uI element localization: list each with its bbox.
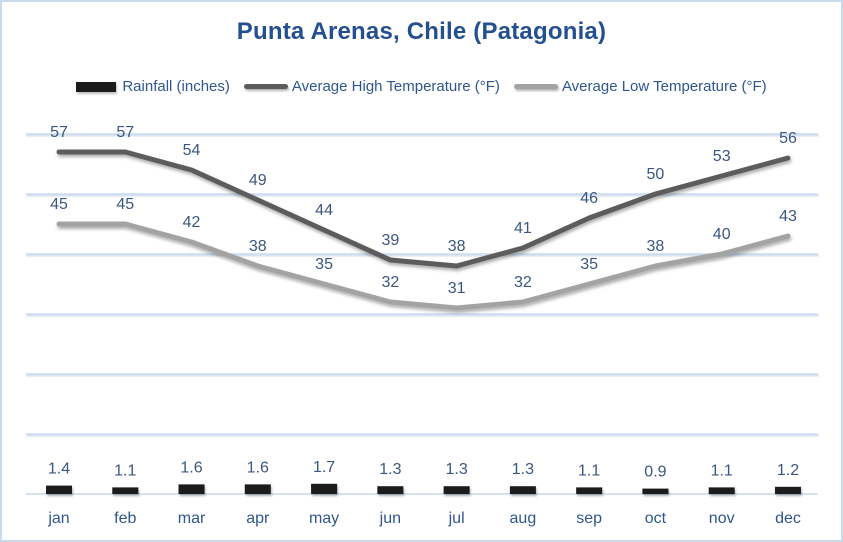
low-temp-line — [56, 221, 791, 311]
rainfall-bar — [46, 485, 72, 494]
data-label: 35 — [580, 256, 598, 273]
month-label: jun — [379, 510, 401, 527]
data-label: 1.1 — [114, 462, 136, 479]
rainfall-bar — [708, 487, 735, 494]
gridlines — [26, 133, 818, 435]
month-label: oct — [645, 510, 667, 527]
data-label: 50 — [647, 166, 665, 183]
rainfall-bar — [443, 486, 470, 494]
data-label: 38 — [448, 238, 466, 255]
data-label: 39 — [381, 232, 399, 249]
data-label: 44 — [315, 202, 333, 219]
legend-item-rainfall: Rainfall (inches) — [76, 78, 230, 95]
data-label: 1.6 — [180, 459, 202, 476]
data-label: 32 — [381, 274, 399, 291]
legend-label-rainfall: Rainfall (inches) — [122, 78, 230, 95]
data-label: 32 — [514, 274, 532, 291]
rainfall-bar — [244, 484, 271, 494]
month-label: nov — [709, 510, 735, 527]
data-label: 41 — [514, 220, 532, 237]
data-label: 57 — [50, 124, 68, 141]
data-label: 1.7 — [313, 459, 335, 476]
data-label: 42 — [183, 214, 201, 231]
plot-generated: 1.4 1.1 1.6 1.6 1.7 1.3 1.3 1.3 1.1 0.9 1.1 1.257 57… — [26, 124, 818, 527]
data-label: 31 — [448, 280, 466, 297]
data-label: 1.1 — [711, 462, 733, 479]
rainfall-bars — [46, 483, 801, 494]
high-temp-line-swatch-icon — [243, 84, 288, 89]
data-label: 35 — [315, 256, 333, 273]
data-label: 49 — [249, 172, 267, 189]
rainfall-labels: 1.4 1.1 1.6 1.6 1.7 1.3 1.3 1.3 1.1 0.9 1.1 1.2 — [48, 459, 799, 481]
data-label: 1.3 — [512, 461, 534, 478]
data-label: 38 — [249, 238, 267, 255]
data-label: 54 — [183, 142, 201, 159]
rainfall-swatch-icon — [76, 81, 117, 92]
data-label: 46 — [580, 190, 598, 207]
data-label: 1.3 — [379, 461, 401, 478]
month-label: jan — [47, 510, 69, 527]
rainfall-bar — [509, 486, 536, 494]
data-label: 56 — [779, 130, 797, 147]
data-label: 1.6 — [247, 459, 269, 476]
low-temp-line-swatch-icon — [513, 84, 558, 89]
legend-label-high-temp: Average High Temperature (°F) — [291, 78, 500, 95]
data-label: 57 — [116, 124, 134, 141]
chart-legend: Rainfall (inches) Average High Temperatu… — [2, 78, 841, 95]
legend-item-high-temp: Average High Temperature (°F) — [243, 78, 500, 95]
data-label: 45 — [116, 196, 134, 213]
legend-item-low-temp: Average Low Temperature (°F) — [513, 78, 767, 95]
month-labels: jan feb mar apr may jun jul aug sep oct nov dec — [47, 510, 801, 527]
low-temp-labels: 45 45 42 38 35 32 31 32 35 38 40 43 — [50, 196, 797, 297]
data-label: 1.3 — [445, 461, 467, 478]
month-label: apr — [246, 510, 270, 527]
rainfall-bar — [377, 486, 404, 494]
month-label: sep — [576, 510, 602, 527]
rainfall-bar — [178, 484, 205, 494]
data-label: 38 — [647, 238, 665, 255]
high-temp-line — [56, 149, 791, 269]
month-label: mar — [178, 510, 206, 527]
chart-title: Punta Arenas, Chile (Patagonia) — [236, 18, 607, 45]
high-temp-labels: 57 57 54 49 44 39 38 41 46 50 53 56 — [50, 124, 797, 255]
data-label: 0.9 — [644, 464, 666, 481]
data-label: 40 — [713, 226, 731, 243]
data-label: 1.1 — [578, 462, 600, 479]
legend-label-low-temp: Average Low Temperature (°F) — [561, 78, 767, 95]
month-label: feb — [114, 510, 136, 527]
data-label: 45 — [50, 196, 68, 213]
month-label: may — [309, 510, 339, 527]
rainfall-bar — [112, 487, 139, 494]
rainfall-bar — [311, 483, 338, 494]
rainfall-bar — [642, 488, 669, 494]
data-label: 1.4 — [48, 461, 70, 478]
month-label: dec — [775, 510, 801, 527]
rainfall-bar — [576, 487, 603, 494]
month-label: jul — [448, 510, 465, 527]
data-label: 1.2 — [777, 462, 799, 479]
rainfall-bar — [774, 486, 801, 494]
month-label: aug — [510, 510, 537, 527]
data-label: 53 — [713, 148, 731, 165]
data-label: 43 — [779, 208, 797, 225]
